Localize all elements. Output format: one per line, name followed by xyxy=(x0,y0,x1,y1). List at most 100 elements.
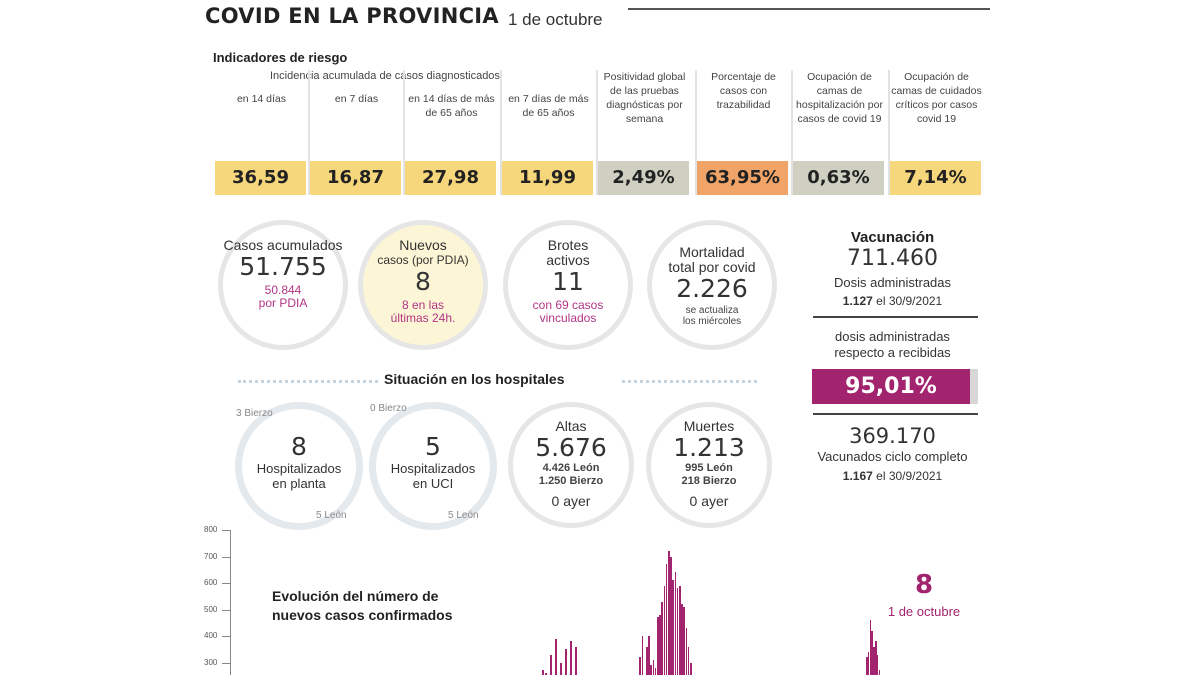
ratio-label2: respecto a recibidas xyxy=(834,345,951,360)
ratio-label1: dosis administradas xyxy=(835,329,950,344)
vacunacion-dosis-label: Dosis administradas xyxy=(833,275,952,290)
uci-bierzo: 0 Bierzo xyxy=(370,403,407,414)
page-title: COVID EN LA PROVINCIA xyxy=(205,4,499,28)
indicator-label-2: en 14 días de más de 65 años xyxy=(408,93,495,119)
vacunacion-completo: 369.170 xyxy=(849,424,936,448)
stat-circle-brotes: Brotes activos 11 con 69 casos vinculado… xyxy=(503,220,633,350)
chart-title-line2: nuevos casos confirmados xyxy=(272,607,453,623)
uci-label1: Hospitalizados xyxy=(390,461,476,476)
y-tick-label-0: 800 xyxy=(204,525,218,534)
y-tick-label-5: 300 xyxy=(204,657,218,667)
vacunacion-completo-day: 1.167 el 30/9/2021 xyxy=(800,469,985,483)
muertes-label: Muertes xyxy=(683,418,735,434)
acumulados-value: 51.755 xyxy=(239,252,327,281)
planta-label1: Hospitalizados xyxy=(256,461,342,476)
indicator-value-5: 63,95% xyxy=(697,161,788,195)
planta-value: 8 xyxy=(291,432,307,461)
completo-day-num: 1.167 xyxy=(842,469,873,483)
chart-bar-29 xyxy=(654,667,657,675)
chart-bar-26 xyxy=(648,636,650,675)
muertes-bierzo: 218 Bierzo xyxy=(681,475,737,487)
uci-ring xyxy=(369,402,497,530)
page-date: 1 de octubre xyxy=(508,10,603,29)
chart-bar-51 xyxy=(875,641,877,675)
mortalidad-label1: Mortalidad xyxy=(679,244,745,260)
ratio-bar-track: 95,01% xyxy=(812,369,978,404)
indicator-value-0: 36,59 xyxy=(215,161,306,195)
muertes-ayer: 0 ayer xyxy=(689,493,729,509)
chart-bar-37 xyxy=(672,580,674,675)
chart-bar-50 xyxy=(873,646,875,675)
chart-bar-42 xyxy=(683,606,685,675)
chart-bar-47 xyxy=(867,651,870,675)
highlight-value: 8 xyxy=(914,570,934,600)
chart-bar-11 xyxy=(542,670,544,675)
chart-bar-40 xyxy=(679,585,681,675)
chart-bar-52 xyxy=(876,654,879,675)
vacunacion-divider-2 xyxy=(813,413,978,415)
nuevos-sub1: 8 en las xyxy=(401,298,445,312)
nuevos-label2: casos (por PDIA) xyxy=(377,253,469,267)
ratio-value: 95,01% xyxy=(845,374,937,399)
chart-bar-15 xyxy=(555,638,557,675)
header-rule xyxy=(628,8,990,10)
indicators-title: Indicadores de riesgo xyxy=(213,50,348,65)
stat-circle-nuevos: Nuevos casos (por PDIA) 8 8 en las últim… xyxy=(358,220,488,350)
chart-bar-33 xyxy=(663,585,666,675)
uci-label2: en UCI xyxy=(412,476,454,491)
planta-bierzo: 3 Bierzo xyxy=(236,408,273,419)
chart-bar-14 xyxy=(550,654,552,675)
chart-bar-46 xyxy=(866,657,868,675)
dosis-day-txt: el 30/9/2021 xyxy=(876,294,943,308)
chart-bar-30 xyxy=(657,617,659,675)
chart-bar-16 xyxy=(560,662,562,675)
indicator-value-7: 7,14% xyxy=(890,161,981,195)
indicator-label-0: en 14 días xyxy=(236,93,287,105)
indicator-divider-7 xyxy=(888,70,890,195)
brotes-label2: activos xyxy=(546,252,590,268)
chart-bar-22 xyxy=(639,657,641,675)
indicator-label-4: Positividad global de las pruebas diagnó… xyxy=(603,71,686,125)
indicator-divider-3 xyxy=(500,70,502,195)
uci-leon: 5 León xyxy=(448,510,479,521)
muertes-leon: 995 León xyxy=(685,462,733,474)
indicator-divider-2 xyxy=(403,70,405,195)
hospitales-title: Situación en los hospitales xyxy=(384,371,565,387)
nuevos-value: 8 xyxy=(415,267,431,296)
chart-bar-45 xyxy=(690,662,692,675)
indicator-divider-4 xyxy=(596,70,598,195)
indicator-value-3: 11,99 xyxy=(502,161,593,195)
chart-bar-35 xyxy=(668,551,670,675)
indicator-divider-5 xyxy=(695,70,697,195)
chart-bar-38 xyxy=(674,572,677,675)
muertes-value: 1.213 xyxy=(673,433,745,462)
y-tick-mark-3 xyxy=(222,609,230,611)
chart-bar-18 xyxy=(570,641,572,675)
chart-bar-44 xyxy=(687,646,690,675)
vacunacion-dosis-day: 1.127 el 30/9/2021 xyxy=(800,294,985,308)
brotes-value: 11 xyxy=(552,267,584,296)
stat-circle-acumulados: Casos acumulados 51.755 50.844 por PDIA xyxy=(218,220,348,350)
altas-bierzo: 1.250 Bierzo xyxy=(538,475,604,487)
chart-bar-31 xyxy=(659,614,661,675)
chart-bar-41 xyxy=(681,604,683,675)
nuevos-label1: Nuevos xyxy=(399,237,447,253)
indicator-value-1: 16,87 xyxy=(310,161,401,195)
chart-bar-34 xyxy=(665,564,668,675)
altas-label: Altas xyxy=(555,418,587,434)
indicator-value-4: 2,49% xyxy=(598,161,689,195)
chart-bar-27 xyxy=(650,665,652,675)
nuevos-sub2: últimas 24h. xyxy=(390,311,456,325)
highlight-date: 1 de octubre xyxy=(887,604,961,619)
indicator-divider-6 xyxy=(791,70,793,195)
chart-bar-48 xyxy=(869,620,872,675)
chart-bar-43 xyxy=(685,628,688,675)
chart-bar-23 xyxy=(641,636,644,675)
completo-day-txt: el 30/9/2021 xyxy=(876,469,943,483)
chart-bar-28 xyxy=(652,659,655,675)
chart-bar-19 xyxy=(575,646,577,675)
mortalidad-value: 2.226 xyxy=(676,274,748,303)
y-tick-mark-1 xyxy=(222,556,230,558)
vacunacion-divider xyxy=(813,316,978,318)
y-tick-mark-0 xyxy=(222,530,230,531)
